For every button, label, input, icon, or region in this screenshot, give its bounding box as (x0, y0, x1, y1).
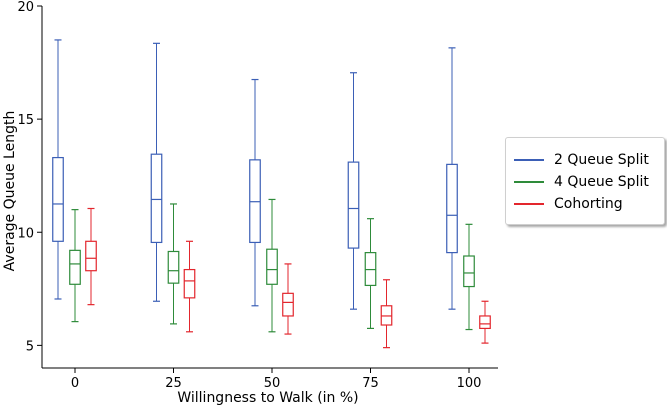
legend-item-4-queue-split: 4 Queue Split (506, 171, 649, 193)
y-tick-label: 10 (17, 226, 34, 241)
box-iqr (463, 255, 475, 288)
box-75 (380, 279, 393, 349)
box-25 (183, 240, 196, 333)
y-tick-label: 20 (17, 0, 34, 15)
x-tick-label: 100 (457, 376, 482, 391)
legend-label: Cohorting (554, 196, 623, 212)
box-50 (282, 263, 294, 335)
box-100 (463, 223, 475, 331)
legend-swatch (514, 159, 544, 161)
box-iqr (167, 250, 180, 284)
box-50 (249, 78, 261, 307)
legend-swatch (514, 203, 544, 205)
box-iqr (52, 156, 64, 242)
box-iqr (183, 268, 196, 299)
box-25 (150, 42, 163, 302)
legend: 2 Queue Split 4 Queue Split Cohorting (505, 137, 665, 225)
legend-label: 4 Queue Split (554, 174, 649, 190)
box-25 (167, 203, 180, 325)
box-50 (266, 198, 278, 333)
box-iqr (69, 249, 81, 285)
axes: 5 10 15 20 0 25 50 75 100 (17, 0, 498, 391)
legend-swatch (514, 181, 544, 183)
y-tick-label: 15 (17, 113, 34, 128)
legend-item-2-queue-split: 2 Queue Split (506, 149, 649, 171)
legend-item-cohorting: Cohorting (506, 193, 623, 215)
box-iqr (446, 163, 458, 254)
box-iqr (266, 248, 278, 285)
box-75 (364, 218, 377, 330)
box-0 (69, 209, 81, 323)
box-75 (347, 72, 360, 310)
plot-area (52, 39, 491, 349)
box-100 (479, 300, 491, 344)
box-0 (85, 207, 97, 306)
box-100 (446, 47, 458, 310)
box-iqr (347, 161, 360, 249)
box-0 (52, 39, 64, 300)
box-iqr (479, 315, 491, 330)
box-iqr (282, 292, 294, 317)
box-iqr (150, 153, 163, 244)
x-tick-label: 25 (165, 376, 182, 391)
legend-label: 2 Queue Split (554, 152, 649, 168)
x-tick-label: 0 (71, 376, 79, 391)
y-axis-title: Average Queue Length (2, 111, 18, 272)
x-tick-label: 50 (264, 376, 281, 391)
series-4-queue-split (69, 198, 475, 333)
x-tick-label: 75 (362, 376, 379, 391)
x-axis-title: Willingness to Walk (in %) (177, 390, 358, 406)
series-cohorting (85, 207, 491, 349)
box-iqr (85, 240, 97, 272)
y-tick-label: 5 (26, 339, 34, 354)
series-2-queue-split (52, 39, 458, 310)
